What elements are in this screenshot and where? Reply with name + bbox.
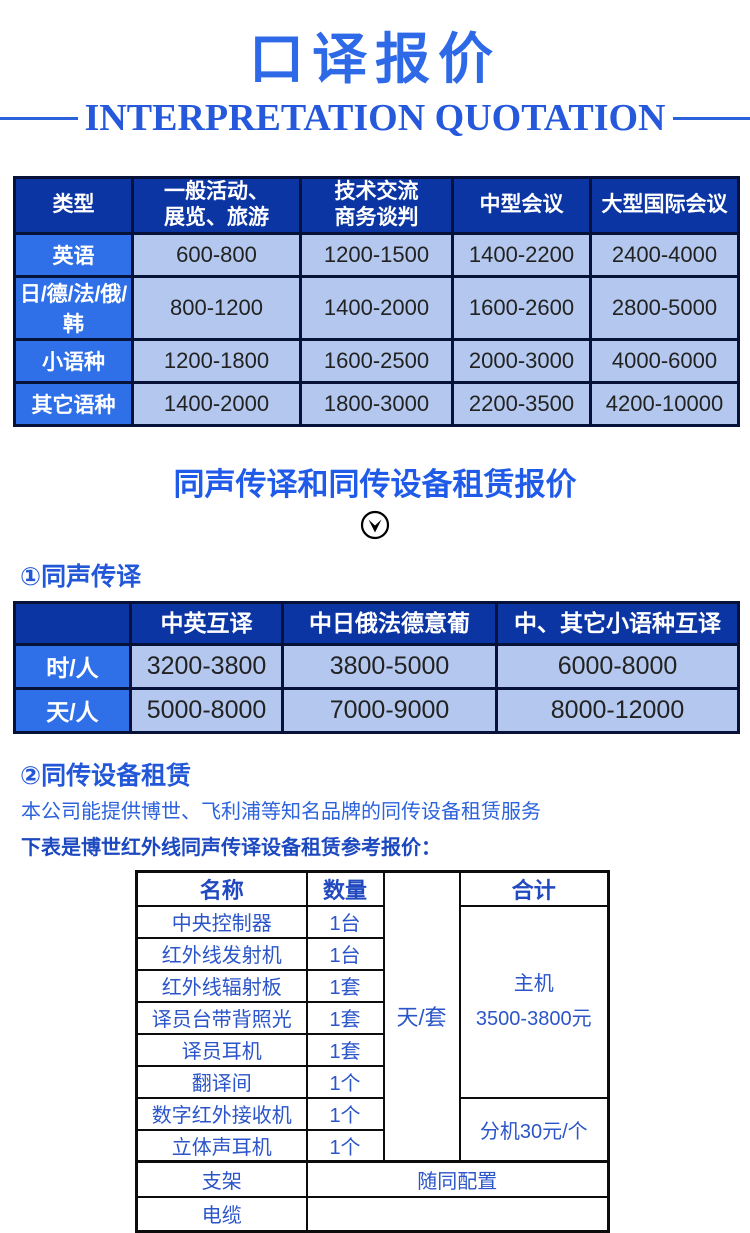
title-rule-left [0,117,78,120]
col-header-large-conf: 大型国际会议 [591,178,739,234]
price-cell: 4200-10000 [591,382,739,425]
col-header-technical: 技术交流 商务谈判 [301,178,453,234]
price-cell: 1400-2000 [301,276,453,339]
equipment-rental-table: 名称 数量 天/套 合计 中央控制器 1台 主机 3500-3800元 红外线发… [135,870,610,1233]
price-cell: 3800-5000 [283,644,497,688]
table-row: 支架 随同配置 [137,1162,609,1197]
col-header-general: 一般活动、 展览、旅游 [133,178,301,234]
item-qty: 1台 [307,938,384,970]
price-cell: 2400-4000 [591,233,739,276]
page-title: 口译报价 [0,14,750,94]
table-row: 电缆 [137,1197,609,1232]
price-cell: 6000-8000 [497,644,739,688]
col-header-type: 类型 [15,178,133,234]
down-arrow-icon [0,509,750,543]
price-cell: 1200-1800 [133,339,301,382]
item-name: 支架 [137,1162,307,1197]
price-cell: 1400-2000 [133,382,301,425]
price-cell: 2000-3000 [453,339,591,382]
unit-cell-day-per-set: 天/套 [384,871,460,1162]
price-cell: 800-1200 [133,276,301,339]
item-qty: 1台 [307,906,384,938]
price-cell: 1400-2200 [453,233,591,276]
title-rule-right [673,117,750,120]
col-header-cn-multi: 中日俄法德意葡 [283,602,497,644]
item-qty: 1个 [307,1130,384,1162]
table-row: 时/人 3200-3800 3800-5000 6000-8000 [15,644,739,688]
col-header-total: 合计 [460,871,609,906]
price-cell: 5000-8000 [131,688,283,732]
equipment-intro-text: 本公司能提供博世、飞利浦等知名品牌的同传设备租赁服务 [21,795,750,824]
row-label-per-day: 天/人 [15,688,131,732]
included-config-cell: 随同配置 [307,1162,609,1197]
table-row: 中央控制器 1台 主机 3500-3800元 [137,906,609,938]
col-header-medium-conf: 中型会议 [453,178,591,234]
table-row: 数字红外接收机 1个 分机30元/个 [137,1098,609,1130]
total-main-unit-cell: 主机 3500-3800元 [460,906,609,1098]
table-header-row: 类型 一般活动、 展览、旅游 技术交流 商务谈判 中型会议 大型国际会议 [15,178,739,234]
row-label: 其它语种 [15,382,133,425]
price-cell: 1800-3000 [301,382,453,425]
table-row: 其它语种 1400-2000 1800-3000 2200-3500 4200-… [15,382,739,425]
row-label: 小语种 [15,339,133,382]
item-name: 翻译间 [137,1066,307,1098]
item-qty: 1套 [307,1002,384,1034]
price-cell: 1600-2500 [301,339,453,382]
item-name: 数字红外接收机 [137,1098,307,1130]
table-header-row: 中英互译 中日俄法德意葡 中、其它小语种互译 [15,602,739,644]
item-qty: 1个 [307,1066,384,1098]
equipment-table-caption: 下表是博世红外线同声传译设备租赁参考报价： [21,831,750,860]
sub-section-1-label: ①同声传译 [20,557,750,593]
item-name: 译员台带背照光 [137,1002,307,1034]
item-qty: 1个 [307,1098,384,1130]
item-name: 译员耳机 [137,1034,307,1066]
price-cell: 2800-5000 [591,276,739,339]
item-name: 红外线辐射板 [137,970,307,1002]
price-cell: 1600-2600 [453,276,591,339]
item-name: 电缆 [137,1197,307,1232]
price-cell: 3200-3800 [131,644,283,688]
col-header-cn-other: 中、其它小语种互译 [497,602,739,644]
col-header-cn-en: 中英互译 [131,602,283,644]
price-cell: 2200-3500 [453,382,591,425]
table-row: 天/人 5000-8000 7000-9000 8000-12000 [15,688,739,732]
total-receiver-cell: 分机30元/个 [460,1098,609,1162]
page-subtitle-row: INTERPRETATION QUOTATION [0,96,750,140]
price-cell: 600-800 [133,233,301,276]
price-cell: 7000-9000 [283,688,497,732]
item-name: 红外线发射机 [137,938,307,970]
row-label: 日/德/法/俄/韩 [15,276,133,339]
item-qty: 1套 [307,970,384,1002]
item-name: 中央控制器 [137,906,307,938]
item-qty: 1套 [307,1034,384,1066]
price-cell: 1200-1500 [301,233,453,276]
simultaneous-pricing-table: 中英互译 中日俄法德意葡 中、其它小语种互译 时/人 3200-3800 380… [13,601,740,734]
interpretation-pricing-table: 类型 一般活动、 展览、旅游 技术交流 商务谈判 中型会议 大型国际会议 英语 … [13,176,740,427]
table-row: 小语种 1200-1800 1600-2500 2000-3000 4000-6… [15,339,739,382]
col-header-qty: 数量 [307,871,384,906]
sub-section-2-label: ②同传设备租赁 [20,756,750,792]
col-header-empty [15,602,131,644]
item-name: 立体声耳机 [137,1130,307,1162]
table-row: 英语 600-800 1200-1500 1400-2200 2400-4000 [15,233,739,276]
row-label: 英语 [15,233,133,276]
price-cell: 4000-6000 [591,339,739,382]
row-label-per-hour: 时/人 [15,644,131,688]
price-cell: 8000-12000 [497,688,739,732]
col-header-name: 名称 [137,871,307,906]
page-subtitle: INTERPRETATION QUOTATION [78,96,673,140]
empty-cell [307,1197,609,1232]
table-header-row: 名称 数量 天/套 合计 [137,871,609,906]
table-row: 日/德/法/俄/韩 800-1200 1400-2000 1600-2600 2… [15,276,739,339]
section-title: 同声传译和同传设备租赁报价 [0,459,750,504]
